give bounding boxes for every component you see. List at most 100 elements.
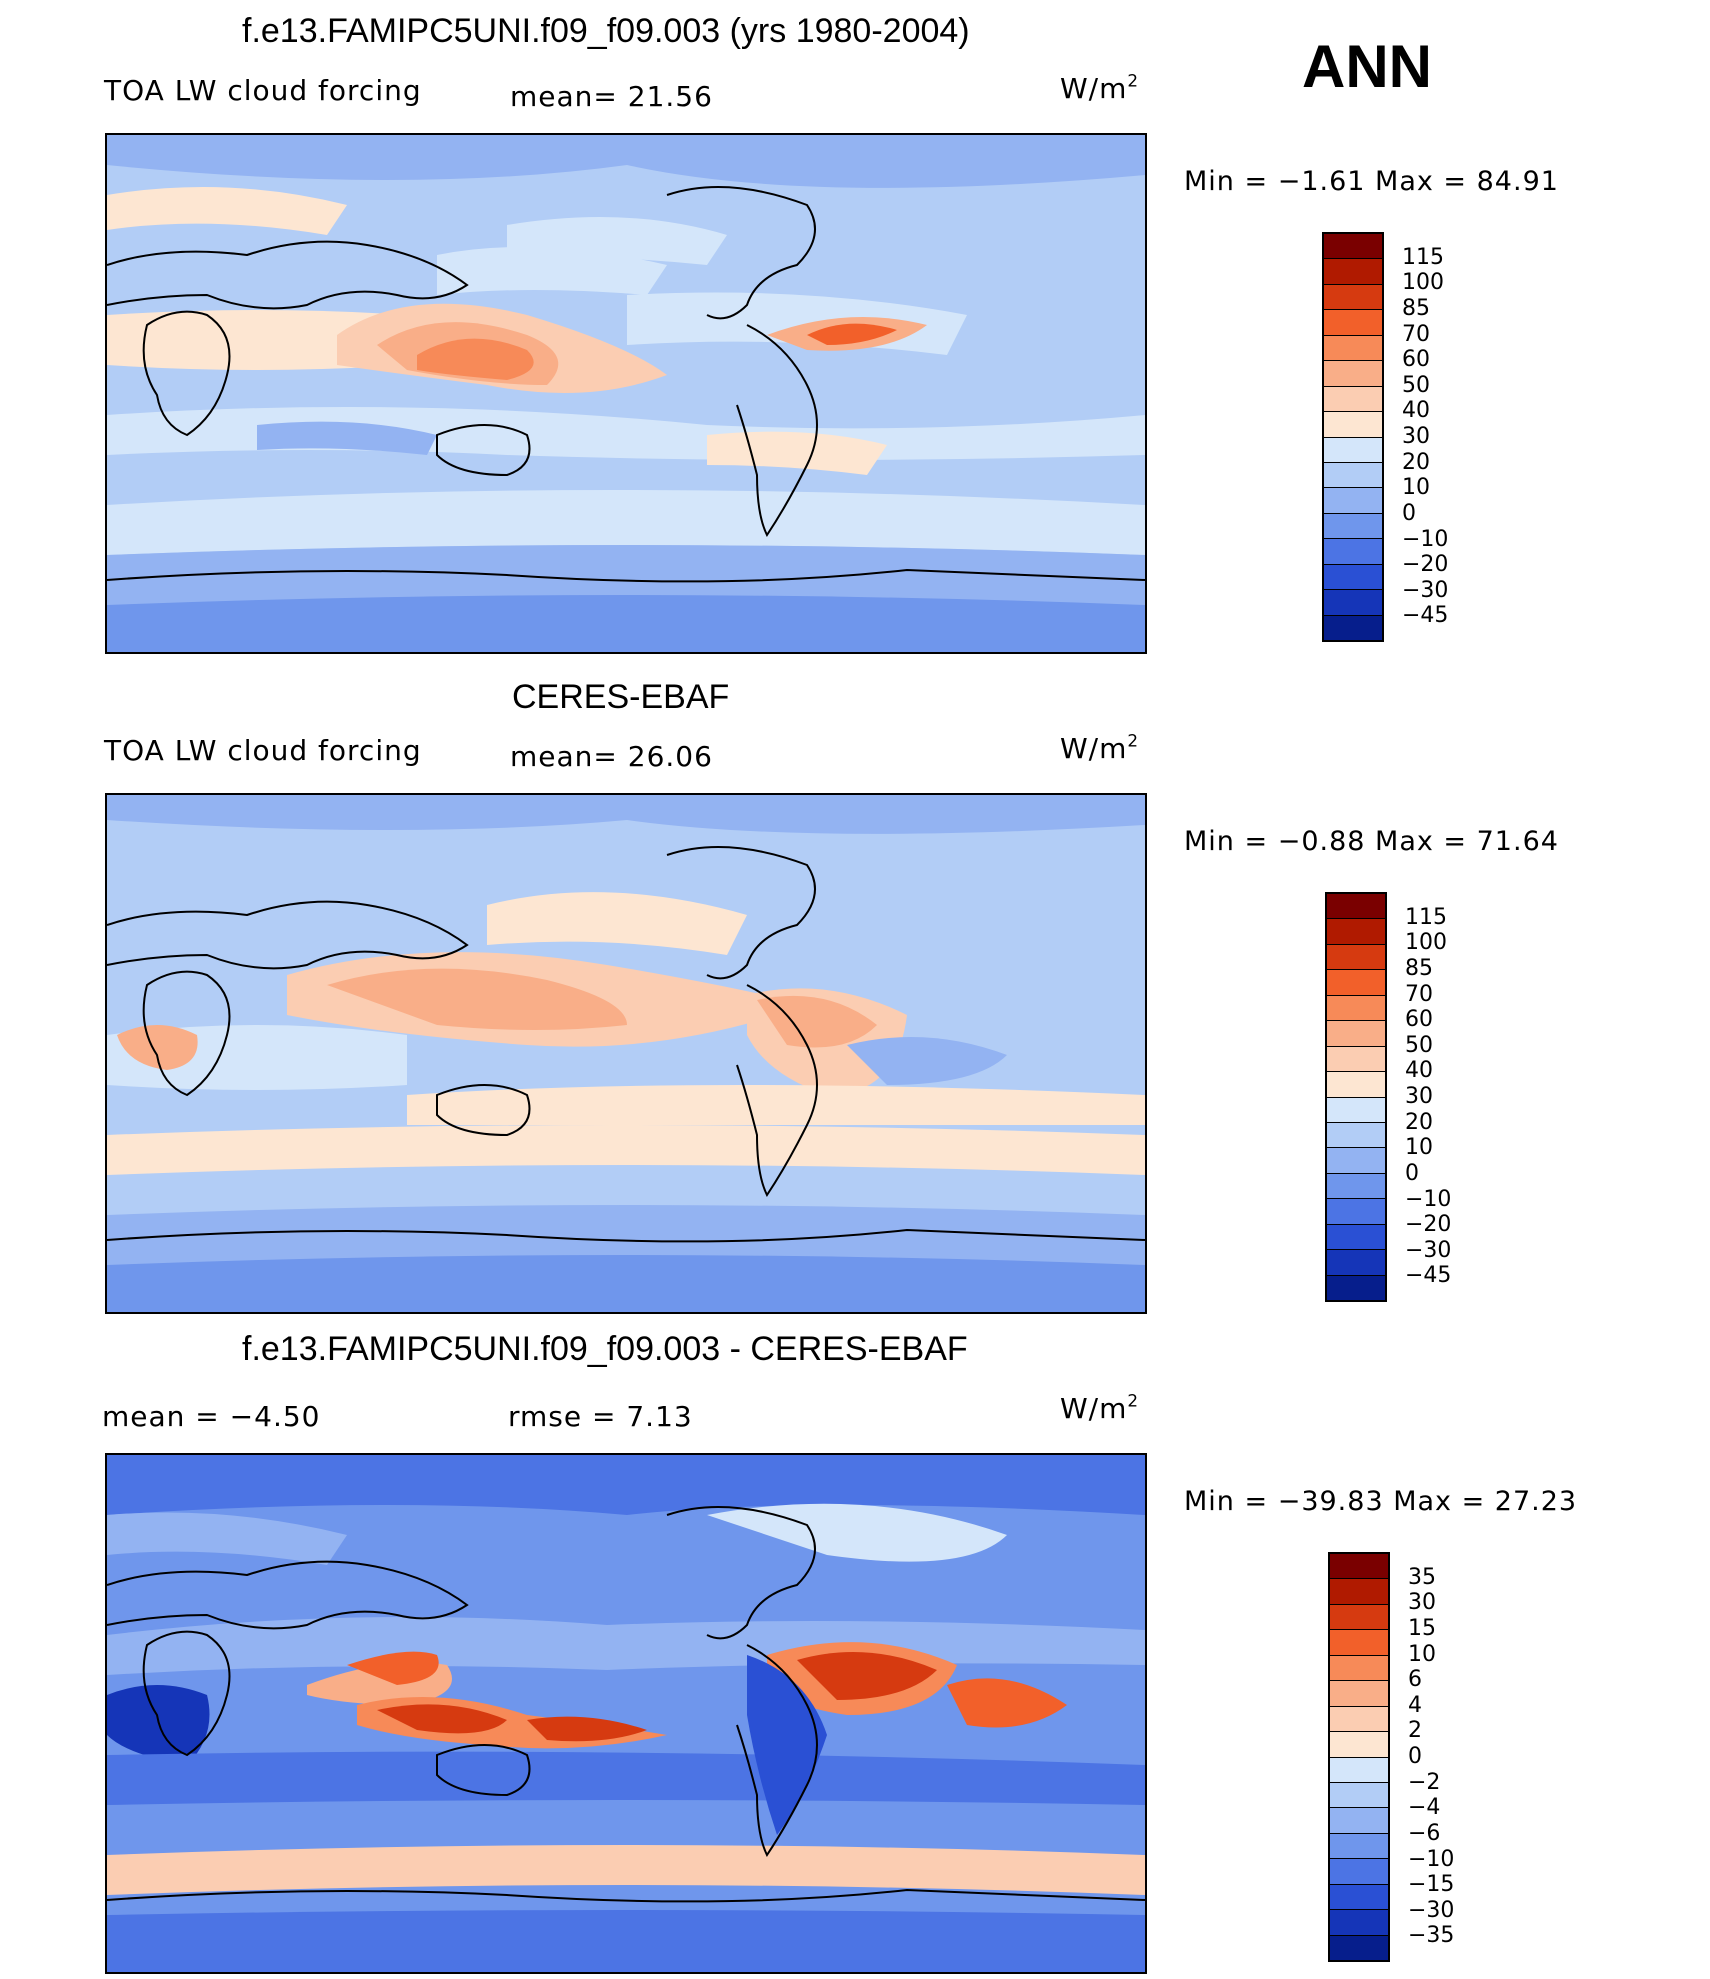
colorbar-tick-label: 100	[1402, 270, 1444, 296]
colorbar-swatch	[1324, 259, 1382, 285]
panel-2-min-max: Min = −0.88 Max = 71.64	[1184, 826, 1559, 857]
panel-1-title: f.e13.FAMIPC5UNI.f09_f09.003 (yrs 1980-2…	[242, 12, 970, 50]
panel-1-field	[107, 135, 1145, 652]
panel-2-colorbar-labels: 115 100 85 70 60 50 40 30 20 10 0 −10 −20 −30 −45	[1405, 892, 1485, 1302]
colorbar-swatch	[1330, 1655, 1388, 1682]
panel-2-map	[105, 793, 1147, 1314]
colorbar-tick-label: −45	[1405, 1263, 1452, 1289]
colorbar-tick-label: −4	[1408, 1795, 1441, 1821]
colorbar-tick-label: −10	[1402, 526, 1449, 552]
colorbar-swatch	[1324, 386, 1382, 413]
colorbar-tick-label: 85	[1402, 295, 1430, 321]
panel-1-colorbar-swatches	[1322, 232, 1384, 642]
colorbar-tick-label: −20	[1405, 1212, 1452, 1238]
colorbar-swatch	[1330, 1884, 1388, 1911]
panel-2-units: W/m2	[1060, 730, 1140, 765]
colorbar-swatch	[1330, 1681, 1388, 1707]
colorbar-tick-label: 115	[1402, 244, 1444, 270]
colorbar-swatch	[1324, 234, 1382, 260]
colorbar-swatch	[1330, 1935, 1388, 1960]
colorbar-tick-label: 10	[1408, 1641, 1436, 1667]
colorbar-tick-label: 50	[1402, 372, 1430, 398]
colorbar-swatch	[1327, 995, 1385, 1022]
colorbar-swatch	[1330, 1859, 1388, 1885]
panel-3-units: W/m2	[1060, 1390, 1140, 1425]
colorbar-tick-label: 6	[1408, 1667, 1422, 1693]
panel-2-variable-label: TOA LW cloud forcing	[104, 734, 422, 767]
colorbar-swatch	[1324, 437, 1382, 463]
panel-2-colorbar: 115 100 85 70 60 50 40 30 20 10 0 −10 −20 −30 −45	[1325, 892, 1485, 1302]
panel-1-units: W/m2	[1060, 70, 1140, 105]
panel-1-map	[105, 133, 1147, 654]
panel-3-mean-label: mean = −4.50	[102, 1400, 321, 1433]
colorbar-swatch	[1327, 1275, 1385, 1300]
colorbar-tick-label: −30	[1408, 1897, 1455, 1923]
panel-3-colorbar-swatches	[1328, 1552, 1390, 1962]
season-label: ANN	[1302, 33, 1432, 100]
colorbar-swatch	[1324, 513, 1382, 540]
colorbar-swatch	[1324, 590, 1382, 616]
colorbar-tick-label: 30	[1408, 1590, 1436, 1616]
colorbar-swatch	[1327, 1199, 1385, 1225]
colorbar-swatch	[1330, 1604, 1388, 1631]
colorbar-tick-label: 60	[1405, 1007, 1433, 1033]
colorbar-swatch	[1327, 1224, 1385, 1251]
colorbar-tick-label: 0	[1402, 500, 1416, 526]
colorbar-swatch	[1324, 615, 1382, 640]
colorbar-tick-label: −10	[1408, 1846, 1455, 1872]
colorbar-swatch	[1330, 1757, 1388, 1783]
colorbar-swatch	[1327, 919, 1385, 945]
panel-3-colorbar-labels: 35 30 15 10 6 4 2 0 −2 −4 −6 −10 −15 −30 −35	[1408, 1552, 1488, 1962]
panel-3-map	[105, 1453, 1147, 1974]
colorbar-swatch	[1324, 284, 1382, 311]
colorbar-swatch	[1327, 1173, 1385, 1200]
colorbar-swatch	[1327, 970, 1385, 996]
panel-3-colorbar: 35 30 15 10 6 4 2 0 −2 −4 −6 −10 −15 −30 −35	[1328, 1552, 1488, 1962]
colorbar-swatch	[1327, 894, 1385, 920]
colorbar-tick-label: 4	[1408, 1692, 1422, 1718]
colorbar-tick-label: −15	[1408, 1872, 1455, 1898]
colorbar-tick-label: 0	[1408, 1744, 1422, 1769]
colorbar-swatch	[1330, 1782, 1388, 1809]
colorbar-tick-label: −45	[1402, 603, 1449, 629]
colorbar-tick-label: 100	[1405, 930, 1447, 956]
panel-1-min-max: Min = −1.61 Max = 84.91	[1184, 166, 1559, 197]
colorbar-tick-label: 30	[1405, 1084, 1433, 1109]
colorbar-tick-label: 70	[1405, 981, 1433, 1007]
panel-1-mean-label: mean= 21.56	[510, 80, 713, 113]
colorbar-tick-label: 20	[1402, 449, 1430, 475]
colorbar-tick-label: −10	[1405, 1186, 1452, 1212]
colorbar-swatch	[1324, 462, 1382, 489]
colorbar-swatch	[1327, 1097, 1385, 1123]
colorbar-swatch	[1327, 1250, 1385, 1276]
colorbar-tick-label: −6	[1408, 1820, 1441, 1846]
panel-3-title: f.e13.FAMIPC5UNI.f09_f09.003 - CERES-EBA…	[242, 1330, 968, 1368]
colorbar-tick-label: 85	[1405, 955, 1433, 981]
colorbar-swatch	[1330, 1630, 1388, 1656]
colorbar-tick-label: 10	[1405, 1135, 1433, 1161]
colorbar-tick-label: 50	[1405, 1032, 1433, 1058]
colorbar-swatch	[1324, 488, 1382, 514]
colorbar-tick-label: 115	[1405, 904, 1447, 930]
panel-3-field	[107, 1455, 1145, 1972]
colorbar-swatch	[1330, 1706, 1388, 1733]
colorbar-swatch	[1330, 1554, 1388, 1580]
colorbar-tick-label: −20	[1402, 552, 1449, 578]
colorbar-swatch	[1330, 1910, 1388, 1936]
colorbar-swatch	[1327, 1122, 1385, 1149]
colorbar-swatch	[1330, 1833, 1388, 1860]
colorbar-swatch	[1327, 1046, 1385, 1073]
colorbar-tick-label: −30	[1402, 577, 1449, 603]
colorbar-swatch	[1324, 564, 1382, 591]
colorbar-swatch	[1324, 539, 1382, 565]
colorbar-tick-label: 40	[1405, 1058, 1433, 1084]
colorbar-swatch	[1330, 1732, 1388, 1758]
panel-1-colorbar-labels: 115 100 85 70 60 50 40 30 20 10 0 −10 −20 −30 −45	[1402, 232, 1482, 642]
colorbar-tick-label: 40	[1402, 398, 1430, 424]
panel-3-min-max: Min = −39.83 Max = 27.23	[1184, 1486, 1578, 1517]
colorbar-tick-label: 20	[1405, 1109, 1433, 1135]
colorbar-swatch	[1330, 1808, 1388, 1834]
colorbar-tick-label: −30	[1405, 1237, 1452, 1263]
colorbar-tick-label: −2	[1408, 1769, 1441, 1795]
panel-3-rmse-label: rmse = 7.13	[508, 1400, 693, 1433]
